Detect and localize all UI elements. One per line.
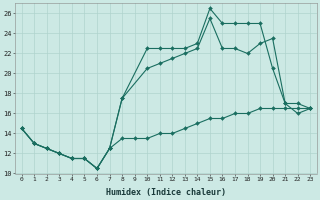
- X-axis label: Humidex (Indice chaleur): Humidex (Indice chaleur): [106, 188, 226, 197]
